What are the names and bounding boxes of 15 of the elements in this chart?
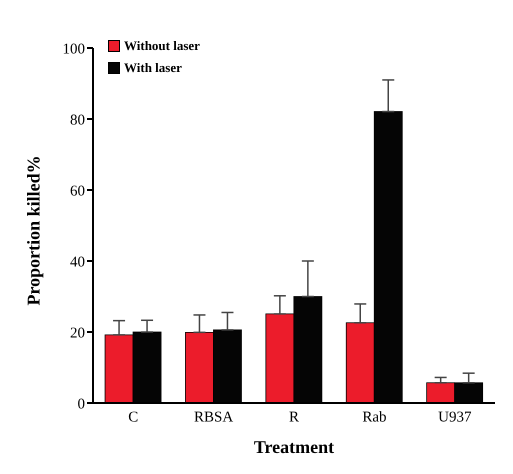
x-axis-title: Treatment (254, 437, 334, 457)
y-tick-label: 60 (70, 183, 85, 200)
legend-label: Without laser (124, 38, 200, 54)
y-axis-title: Proportion killed% (23, 155, 44, 306)
y-tick-label: 0 (78, 396, 85, 412)
x-tick-label: U937 (438, 410, 472, 426)
y-tick-label: 20 (70, 325, 85, 342)
y-tick-label: 80 (70, 112, 85, 128)
x-tick-label: RBSA (194, 410, 234, 426)
y-tick-label: 40 (70, 254, 85, 270)
x-tick-label: C (128, 410, 138, 426)
x-tick-label: Rab (362, 410, 386, 426)
x-tick-label: R (288, 410, 300, 426)
legend-label: With laser (124, 60, 182, 76)
y-tick-label: 100 (62, 41, 85, 58)
